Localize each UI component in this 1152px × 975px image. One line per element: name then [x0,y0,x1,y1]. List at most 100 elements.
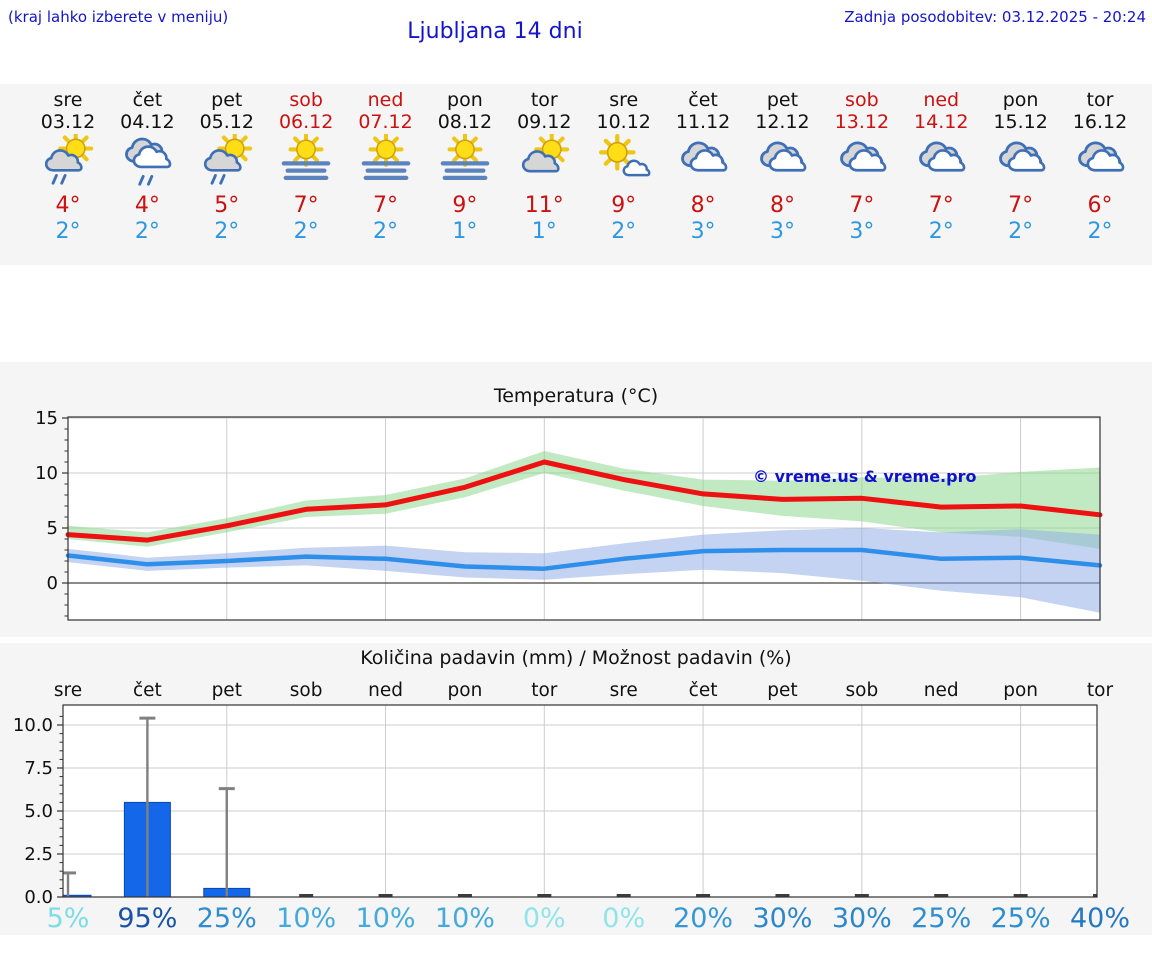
precip-bar-zero [934,894,949,897]
temp-ytick-label: 0 [47,573,58,594]
day-date: 05.12 [199,111,254,133]
day-name: sob [845,89,879,111]
precip-probability: 25% [991,903,1051,934]
high-temp: 4° [134,193,160,218]
precip-day-label: čet [133,680,162,701]
low-temp: 2° [55,219,81,244]
clouds-rain-icon [119,134,175,188]
sun-fog-icon [437,134,493,188]
day-name: ned [367,89,404,111]
high-temp: 7° [373,193,399,218]
precip-probability: 30% [752,903,812,934]
sun-cloud-icon [516,134,572,188]
forecast-day: pet 05.12 5° 2° [185,84,269,245]
precip-day-label: tor [531,680,558,701]
high-temp: 9° [611,193,637,218]
day-date: 16.12 [1072,111,1128,133]
precip-probability: 10% [276,903,336,934]
cloudy-icon [834,134,890,188]
precip-day-label: pon [1003,680,1038,701]
precip-bar-zero [1093,894,1097,897]
high-temp: 5° [214,193,240,218]
day-name: ned [923,89,960,111]
high-temp: 8° [769,193,795,218]
precip-ytick-label: 0.0 [24,887,53,908]
precip-bar-zero [1013,894,1028,897]
day-name: pet [766,89,799,111]
forecast-day: tor 09.12 11° 1° [502,84,586,245]
precip-probability: 0% [602,903,645,934]
watermark-link[interactable]: © vreme.us & vreme.pro [753,467,976,486]
high-temp: 7° [293,193,319,218]
temperature-chart: 0 5 10 15 © vreme.us & vreme.pro [35,408,1103,621]
forecast-day: pon 15.12 7° 2° [979,84,1063,245]
precip-bar-zero [616,894,631,897]
precip-probability: 10% [356,903,416,934]
temperature-figure: Temperatura (°C) 0 5 10 15 © vreme.us & vrem… [0,362,1152,637]
precip-day-label: pon [448,680,483,701]
day-name: čet [132,89,163,111]
temperature-chart-title: Temperatura (°C) [493,385,659,407]
day-name: pet [211,89,243,111]
low-temp: 2° [373,219,399,244]
low-temp: 2° [611,219,637,244]
cloudy-icon [993,134,1049,188]
low-temp: 1° [452,219,478,244]
low-temp: 2° [214,219,240,244]
precip-ytick-label: 5.0 [24,801,53,822]
max-temp-line [65,459,1103,543]
precipitation-figure: Količina padavin (mm) / Možnost padavin … [0,643,1152,935]
high-temp: 9° [452,193,478,218]
low-temp: 3° [769,219,795,244]
day-name: čet [688,89,718,111]
forecast-day: sob 13.12 7° 3° [820,84,904,245]
high-temp: 7° [849,193,875,218]
high-temp: 7° [1008,193,1034,218]
precip-day-label: sre [610,680,638,701]
low-temp: 3° [849,219,875,244]
page-title: Ljubljana 14 dni [407,19,583,44]
precipitation-chart-title: Količina padavin (mm) / Možnost padavin … [360,647,792,669]
precip-ytick-label: 10.0 [13,715,53,736]
precip-bar-zero [378,894,393,897]
day-name: tor [1086,89,1114,111]
forecast-day: sre 10.12 9° 2° [582,84,666,245]
day-date: 11.12 [675,111,731,133]
high-temp: 11° [524,193,564,218]
precip-bar-zero [457,894,472,897]
high-temp: 8° [690,193,716,218]
low-temp: 2° [293,219,319,244]
precip-probability: 25% [911,903,971,934]
precip-day-label: sob [845,680,878,701]
low-temp: 3° [690,219,716,244]
forecast-day: ned 14.12 7° 2° [899,84,983,245]
day-date: 14.12 [914,111,969,133]
sun-cloud-rain-icon [199,134,255,188]
precip-ytick-label: 7.5 [24,758,53,779]
day-date: 09.12 [517,111,572,133]
day-date: 12.12 [755,111,810,133]
precip-day-label: čet [689,680,718,701]
day-date: 06.12 [278,111,334,133]
forecast-day: čet 11.12 8° 3° [661,84,745,245]
day-date: 13.12 [834,111,890,133]
precip-probability: 5% [47,903,90,934]
low-temp: 2° [1087,219,1113,244]
sun-small-cloud-icon [596,134,652,188]
low-temp: 2° [134,219,160,244]
forecast-strip: sre 03.12 4° 2° čet 04.12 4° 2° pet 05.12 5° 2° sob 0… [0,84,1152,265]
day-name: sre [53,89,83,111]
temp-ytick-label: 15 [35,408,58,429]
forecast-day: tor 16.12 6° 2° [1058,84,1142,245]
day-date: 03.12 [40,111,96,133]
precip-ytick-label: 2.5 [24,844,53,865]
precip-day-label: sob [290,680,323,701]
day-date: 10.12 [596,111,651,133]
forecast-day: čet 04.12 4° 2° [105,84,189,245]
forecast-day: sob 06.12 7° 2° [264,84,348,245]
precip-probability: 30% [832,903,892,934]
day-date: 08.12 [437,111,493,133]
day-name: pon [1002,89,1039,111]
low-temp: 2° [1008,219,1034,244]
